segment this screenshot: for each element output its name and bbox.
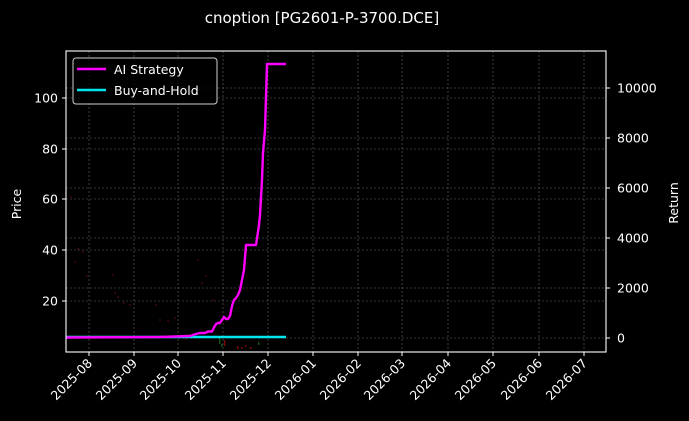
chart-title: cnoption [PG2601-P-3700.DCE] [205,9,440,27]
x-tick-label: 2025-12 [227,356,275,404]
x-tick-label: 2025-10 [137,355,185,403]
right-tick-label: 2000 [617,281,649,296]
legend-label-buy-and-hold: Buy-and-Hold [114,83,199,98]
left-tick-label: 100 [34,91,58,106]
x-tick-label: 2026-01 [272,356,320,404]
left-tick-label: 20 [42,294,58,309]
x-axis: 2025-08 2025-09 2025-10 2025-11 2025-12 … [48,352,591,404]
x-tick-label: 2025-09 [93,355,141,403]
legend: AI Strategy Buy-and-Hold [72,57,218,105]
legend-label-ai-strategy: AI Strategy [114,62,184,77]
x-tick-label: 2025-11 [182,356,230,404]
right-axis-label: Return [666,182,681,223]
right-tick-label: 0 [617,331,625,346]
right-tick-label: 4000 [617,231,649,246]
x-tick-label: 2026-07 [543,356,591,404]
left-tick-label: 60 [42,192,58,207]
left-axis-label: Price [9,188,24,219]
right-axis: 0 2000 4000 6000 8000 10000 Return [606,81,681,346]
x-tick-label: 2026-05 [452,356,500,404]
x-tick-label: 2026-03 [361,356,409,404]
plot-frame [65,50,607,353]
x-tick-label: 2025-08 [48,355,96,403]
right-tick-label: 8000 [617,131,649,146]
x-tick-label: 2026-04 [407,355,455,403]
x-tick-label: 2026-06 [498,355,546,403]
left-tick-label: 40 [42,243,58,258]
x-tick-label: 2026-02 [317,356,365,404]
ai-strategy-line [65,62,286,339]
left-tick-label: 80 [42,142,58,157]
right-tick-label: 10000 [617,81,657,96]
price-markers [70,196,260,349]
left-axis: 20 40 60 80 100 Price [9,91,66,309]
right-tick-label: 6000 [617,181,649,196]
